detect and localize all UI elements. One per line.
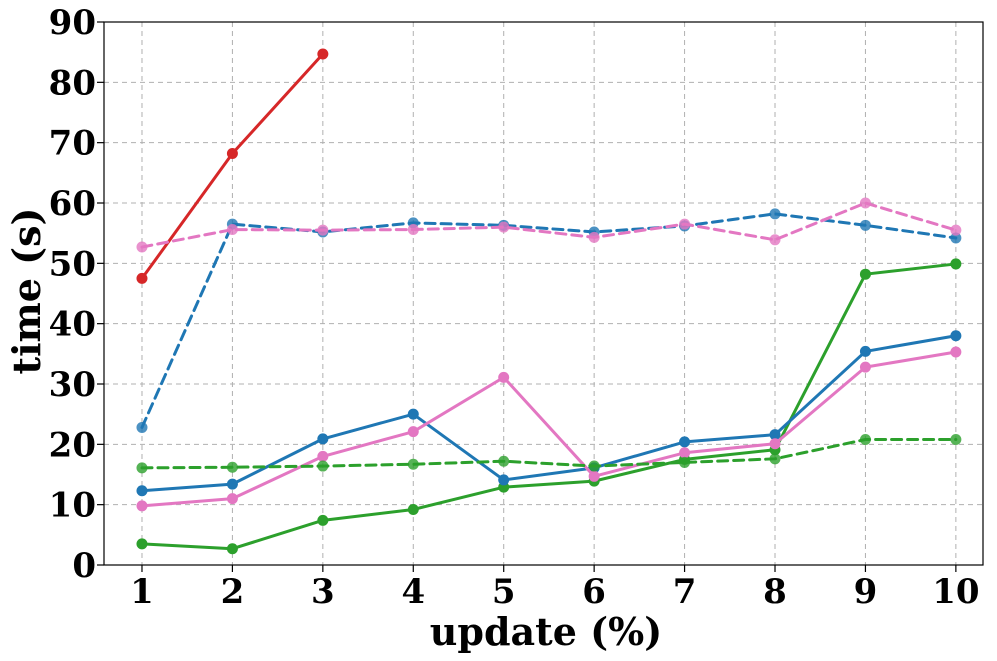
data-point [859,197,871,209]
plot-frame [103,21,984,566]
x-tick-label: 9 [854,572,878,612]
data-point [588,460,600,472]
data-point [950,346,962,358]
data-point [950,330,962,342]
y-tick-label: 10 [49,486,96,526]
series-line [140,350,958,508]
data-point [679,447,691,459]
x-tick-label: 7 [673,572,697,612]
data-point [407,408,419,420]
series-2 [136,197,962,253]
y-axis-ticks: 0 10 20 30 40 50 60 70 80 90 [49,3,104,586]
data-point [859,434,871,446]
y-axis-label: time (s) [4,208,49,375]
data-point [769,438,781,450]
y-tick-label: 0 [72,546,96,586]
data-point [136,272,148,284]
data-point [679,456,691,468]
data-point [226,224,238,236]
series-line [140,438,958,470]
data-point [407,224,419,236]
data-point [317,460,329,472]
data-point [317,48,329,60]
x-axis-label: update (%) [430,609,662,654]
series-0 [136,48,329,284]
x-tick-label: 1 [130,572,154,612]
data-point [769,234,781,246]
x-tick-label: 6 [582,572,606,612]
y-tick-label: 20 [49,425,96,465]
data-point [317,514,329,526]
data-point [317,450,329,462]
data-point [498,371,510,383]
data-point [859,219,871,231]
x-axis-ticks: 1 2 3 4 5 6 7 8 9 10 [130,565,980,612]
y-tick-label: 70 [49,124,96,164]
data-point [769,208,781,220]
y-tick-label: 80 [49,63,96,103]
data-point [859,268,871,280]
data-point [588,231,600,243]
data-point [679,218,691,230]
data-point [498,455,510,467]
series-3 [136,258,962,555]
data-point [226,461,238,473]
y-tick-label: 30 [49,365,96,405]
data-point [498,474,510,486]
data-point [317,433,329,445]
x-tick-label: 2 [221,572,245,612]
data-point [407,426,419,438]
data-point [136,485,148,497]
y-tick-label: 60 [49,184,96,224]
series-6 [136,434,962,474]
series-line [140,262,958,551]
data-point [136,500,148,512]
data-point [588,470,600,482]
data-point [136,538,148,550]
x-tick-label: 4 [401,572,425,612]
data-point [769,429,781,441]
data-point [950,434,962,446]
data-point [769,453,781,465]
data-point [498,221,510,233]
data-point [317,224,329,236]
series-5 [136,346,962,512]
series-4 [136,330,962,497]
x-tick-label: 8 [763,572,787,612]
y-tick-label: 40 [49,305,96,345]
data-point [679,436,691,448]
data-point [226,478,238,490]
data-point [136,241,148,253]
data-point [226,148,238,160]
data-point [950,258,962,270]
data-point [859,345,871,357]
x-tick-label: 3 [311,572,335,612]
data-point [859,361,871,373]
data-point [950,224,962,236]
y-tick-label: 90 [49,3,96,43]
series-line [140,334,958,493]
data-point [407,458,419,470]
data-point [407,503,419,515]
data-point [136,462,148,474]
x-tick-label: 5 [492,572,516,612]
data-point [950,232,962,244]
data-point [136,421,148,433]
series-1 [136,208,962,433]
data-point [226,493,238,505]
data-point [226,543,238,555]
x-tick-label: 10 [932,572,979,612]
y-tick-label: 50 [49,244,96,284]
series-layer [136,48,962,555]
series-line [140,201,958,249]
